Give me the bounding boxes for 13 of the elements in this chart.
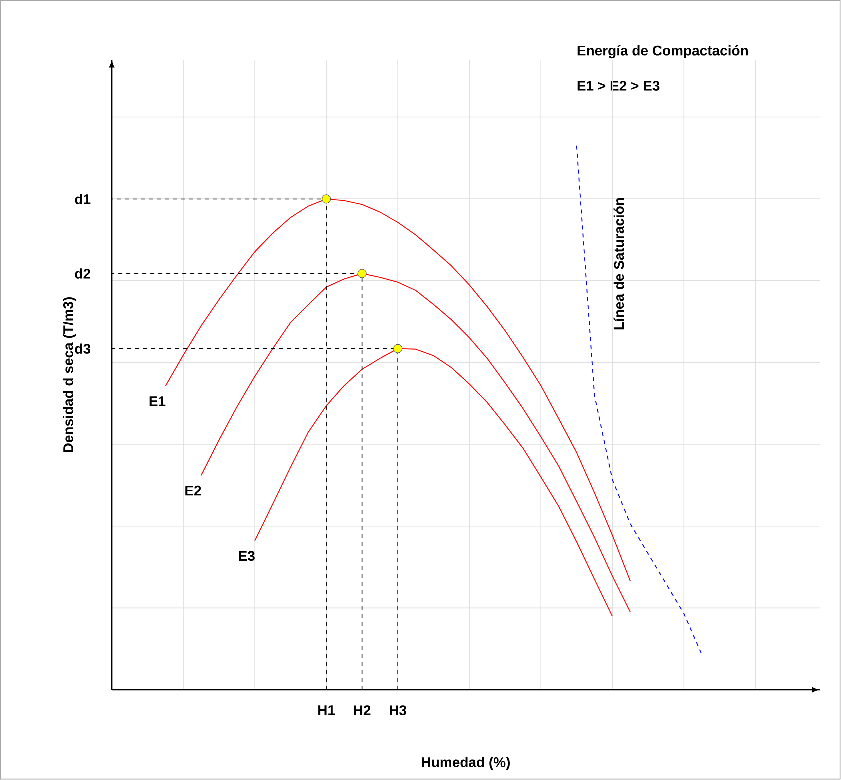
series-label: E1 [150,396,166,406]
text: Línea de Saturación [614,198,624,330]
text: d1 [75,194,91,204]
series-label: E3 [239,551,255,562]
x-axis-title: Humedad (%) [422,757,510,770]
x-tick-label: H1 [318,706,336,716]
x-tick-label: H3 [390,706,407,716]
y-axis-title: Densidad d seca (T/m3) [63,298,76,452]
series-label: E2 [186,486,202,496]
chart-title: Energía de Compactación [578,45,748,59]
x-tick-label: H2 [354,706,371,716]
text: d2 [75,268,91,279]
text: d3 [75,344,91,354]
